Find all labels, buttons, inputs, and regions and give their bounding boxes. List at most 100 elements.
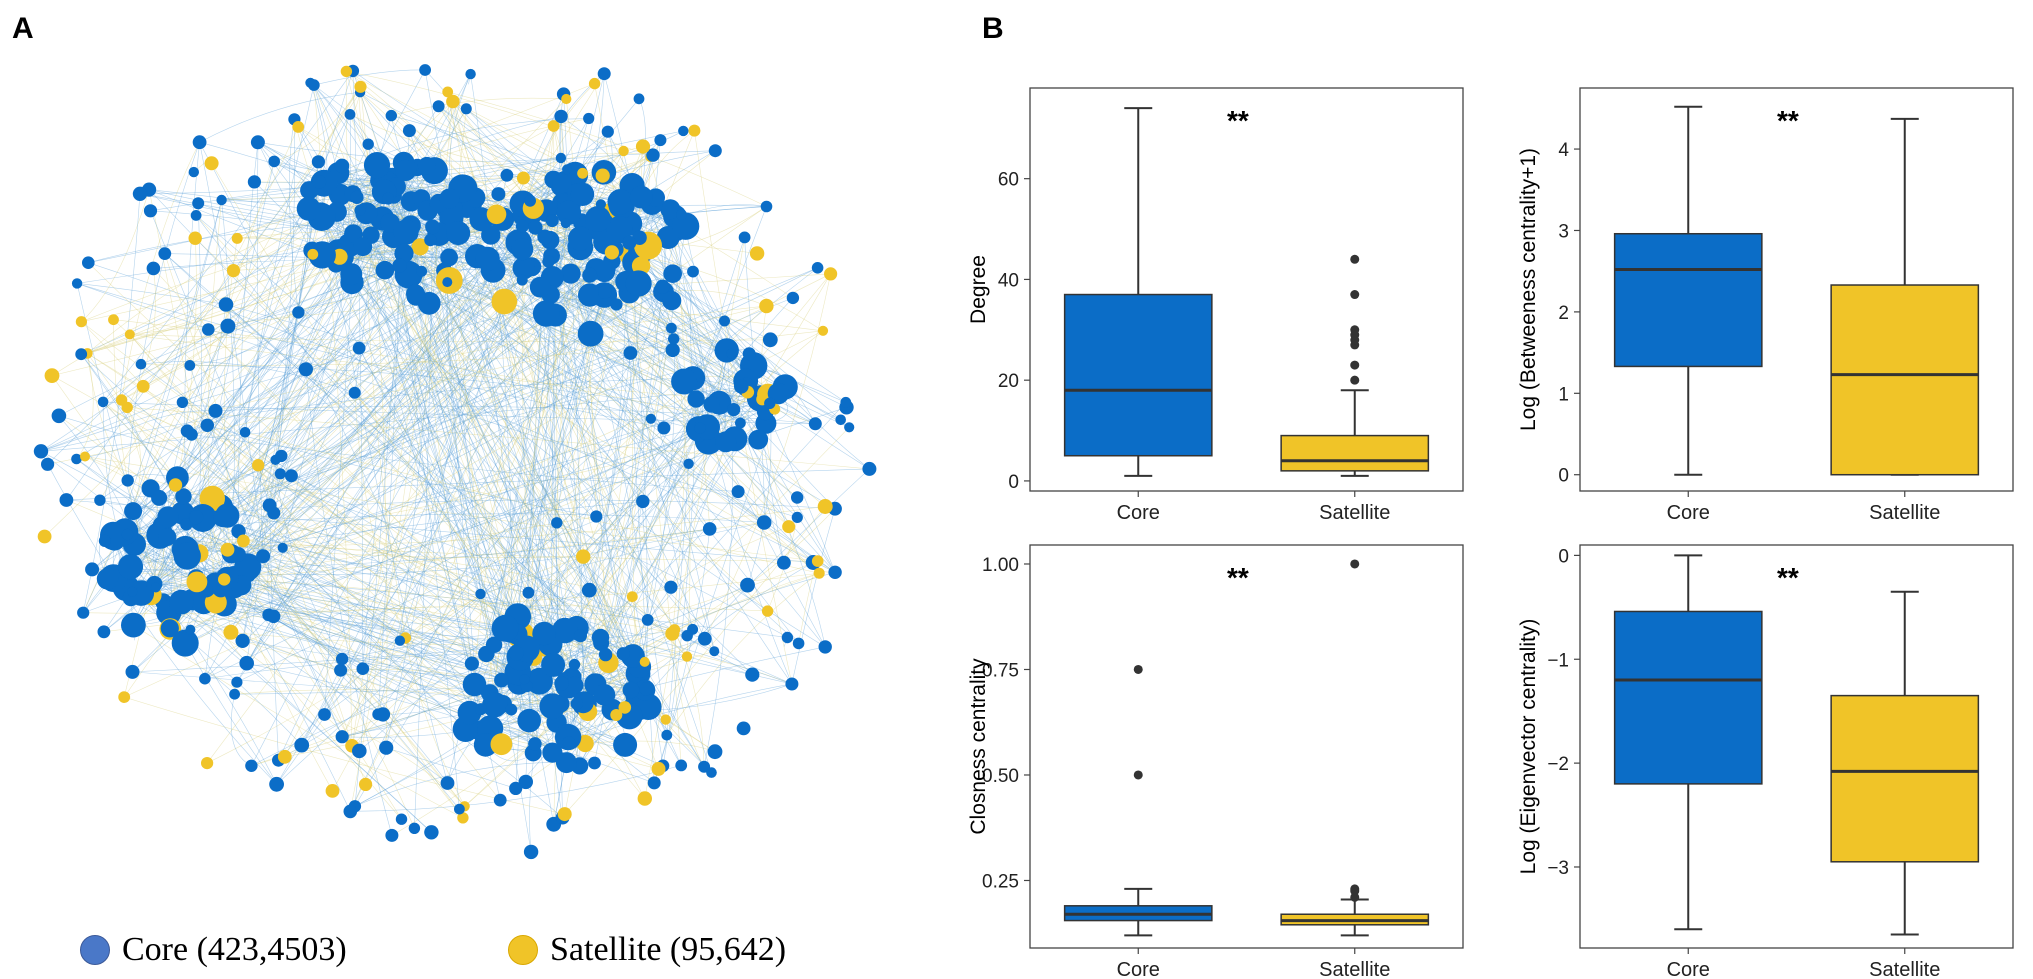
core-node xyxy=(94,494,106,506)
core-node xyxy=(633,93,645,105)
plot-frame xyxy=(1029,87,1464,492)
network-edge xyxy=(150,488,448,784)
core-node xyxy=(542,255,555,268)
network-edge xyxy=(102,401,131,567)
iqr-box xyxy=(1613,610,1763,785)
outlier-point xyxy=(1133,770,1143,780)
network-edge xyxy=(343,257,558,523)
network-edge xyxy=(487,258,578,704)
core-node xyxy=(318,708,331,721)
core-node xyxy=(71,278,83,289)
core-node xyxy=(702,522,717,536)
core-node xyxy=(269,776,284,792)
network-edge xyxy=(196,581,525,680)
core-node xyxy=(668,333,680,345)
network-edge xyxy=(268,614,495,706)
network-edge xyxy=(341,165,689,465)
core-node xyxy=(756,515,772,530)
significance-label: ** xyxy=(1777,562,1799,593)
core-node xyxy=(494,672,509,688)
core-node xyxy=(394,243,414,263)
core-node xyxy=(425,219,440,235)
network-edge xyxy=(87,353,128,481)
network-edge xyxy=(113,188,463,536)
network-edge xyxy=(220,174,576,590)
satellite-node xyxy=(782,520,796,534)
core-node xyxy=(352,743,367,759)
network-edge xyxy=(522,279,847,408)
core-node xyxy=(270,454,281,465)
core-node xyxy=(135,358,147,370)
satellite-node xyxy=(223,624,239,640)
network-edge xyxy=(195,215,637,666)
network-edge xyxy=(275,459,343,660)
outlier-point xyxy=(1133,664,1143,674)
satellite-node xyxy=(325,784,340,798)
network-edge xyxy=(647,560,818,621)
network-edge xyxy=(358,347,519,617)
network-edge xyxy=(552,277,647,690)
network-edge xyxy=(354,392,522,636)
core-node xyxy=(595,199,607,210)
network-edge xyxy=(568,140,661,685)
core-node xyxy=(574,629,587,643)
network-edge xyxy=(127,407,870,470)
network-edge xyxy=(87,216,322,354)
core-node xyxy=(687,265,699,278)
core-node xyxy=(655,279,670,294)
core-node xyxy=(555,152,567,164)
core-node xyxy=(127,586,138,597)
network-edge xyxy=(51,258,488,376)
x-tick-label: Core xyxy=(1667,959,1710,979)
core-node xyxy=(664,580,678,594)
network-edge xyxy=(352,70,364,669)
core-node xyxy=(180,518,193,531)
network-edge xyxy=(40,451,502,681)
network-edge xyxy=(389,222,647,690)
core-node xyxy=(622,681,640,699)
satellite-node xyxy=(231,232,243,244)
network-edge xyxy=(195,161,275,518)
core-node xyxy=(491,187,506,202)
core-node xyxy=(274,468,286,480)
core-node xyxy=(727,403,741,417)
core-node xyxy=(457,700,482,725)
network-edge xyxy=(351,418,652,747)
network-edge xyxy=(257,108,467,466)
x-tick-label: Satellite xyxy=(1869,502,1940,524)
network-edge xyxy=(788,526,836,573)
core-node xyxy=(828,565,842,579)
network-edge xyxy=(230,632,547,646)
network-edge xyxy=(674,629,705,767)
core-node xyxy=(646,148,660,162)
network-edge xyxy=(243,440,709,542)
core-node xyxy=(687,390,705,408)
network-edge xyxy=(191,434,486,746)
core-node xyxy=(277,542,288,553)
core-node xyxy=(519,674,530,685)
core-node xyxy=(408,822,421,834)
core-node xyxy=(157,506,179,528)
core-node xyxy=(348,386,361,399)
network-edge xyxy=(186,349,673,525)
network-edge xyxy=(195,203,202,578)
network-edge xyxy=(113,534,482,710)
core-node xyxy=(719,315,730,327)
network-edge xyxy=(585,740,716,752)
outlier-point xyxy=(1350,360,1360,370)
core-node xyxy=(419,64,431,76)
core-node xyxy=(577,320,604,347)
network-edge xyxy=(127,142,200,481)
core-node xyxy=(335,730,349,744)
network-edge xyxy=(282,547,466,730)
core-node xyxy=(641,614,654,626)
network-edge xyxy=(311,250,826,648)
satellite-node xyxy=(635,139,651,154)
network-edge xyxy=(167,499,836,518)
core-node xyxy=(312,175,327,189)
core-node xyxy=(791,491,804,504)
legend-core: Core (423,4503) xyxy=(80,928,347,972)
y-axis-label: Log (Betweeness centrality+1) xyxy=(1517,148,1540,431)
core-node xyxy=(578,283,602,307)
core-node xyxy=(192,135,207,150)
